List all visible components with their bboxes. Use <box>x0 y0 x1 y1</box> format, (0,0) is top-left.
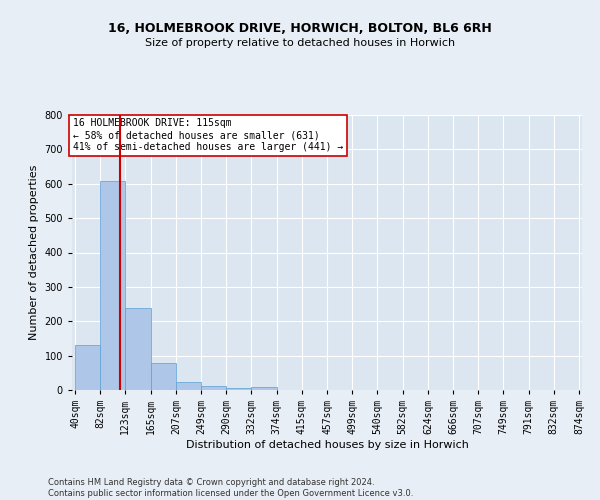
Bar <box>151 363 176 390</box>
Bar <box>75 346 100 390</box>
Bar <box>176 382 202 390</box>
Bar <box>100 181 125 390</box>
Bar <box>226 388 251 390</box>
Y-axis label: Number of detached properties: Number of detached properties <box>29 165 39 340</box>
Text: 16 HOLMEBROOK DRIVE: 115sqm
← 58% of detached houses are smaller (631)
41% of se: 16 HOLMEBROOK DRIVE: 115sqm ← 58% of det… <box>73 118 343 152</box>
Text: 16, HOLMEBROOK DRIVE, HORWICH, BOLTON, BL6 6RH: 16, HOLMEBROOK DRIVE, HORWICH, BOLTON, B… <box>108 22 492 36</box>
Bar <box>125 308 151 390</box>
Bar <box>202 386 226 390</box>
Text: Size of property relative to detached houses in Horwich: Size of property relative to detached ho… <box>145 38 455 48</box>
Text: Contains HM Land Registry data © Crown copyright and database right 2024.
Contai: Contains HM Land Registry data © Crown c… <box>48 478 413 498</box>
Bar <box>251 387 277 390</box>
X-axis label: Distribution of detached houses by size in Horwich: Distribution of detached houses by size … <box>185 440 469 450</box>
